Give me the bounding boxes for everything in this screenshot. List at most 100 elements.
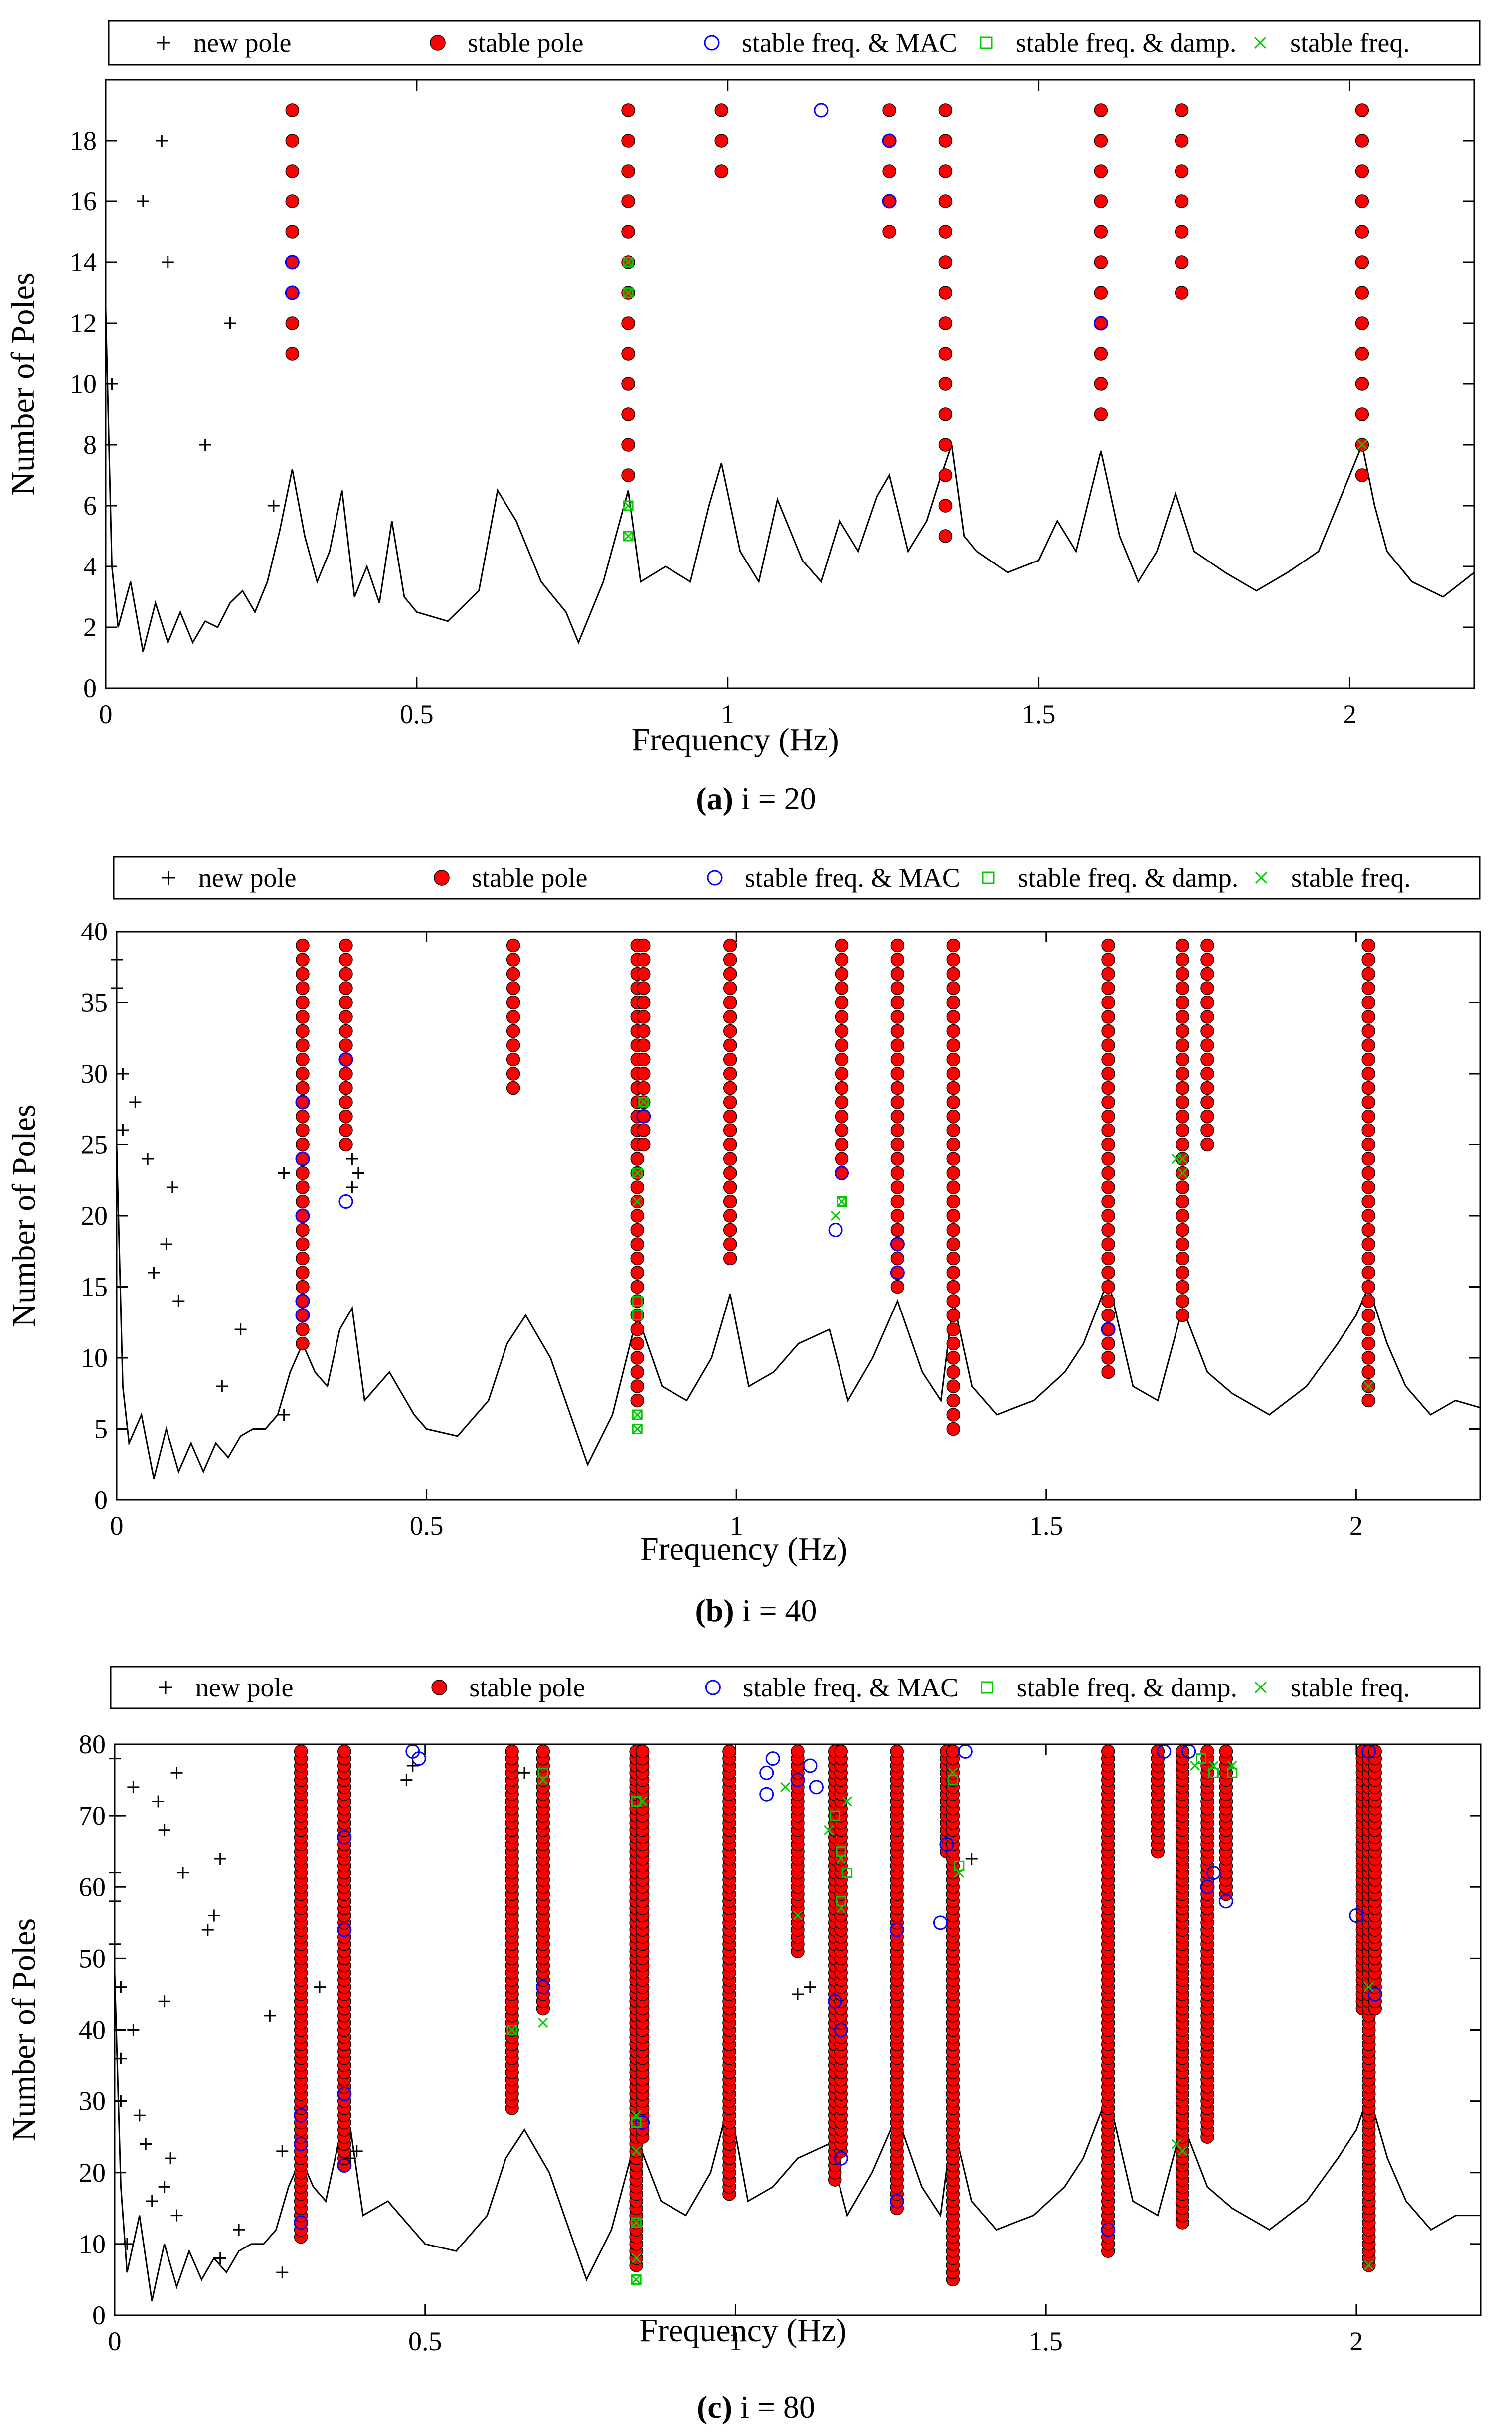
freq-pole: [623, 500, 634, 511]
stable-pole: [1361, 1109, 1375, 1123]
stable-pole: [621, 103, 635, 117]
stable-pole: [835, 1024, 849, 1038]
stable-pole: [630, 1152, 645, 1166]
new-pole: [267, 500, 280, 512]
stable-pole: [890, 1744, 904, 1759]
damp-pole: [631, 1796, 642, 1807]
stable-pole: [506, 1010, 520, 1024]
stable-pole: [1094, 407, 1108, 421]
stable-pole: [890, 1067, 905, 1081]
legend: new pole stable pole stable freq. & MAC sta…: [113, 856, 1481, 900]
freq-pole: [623, 531, 634, 542]
damp-pole: [830, 1810, 840, 1821]
freq-pole: [1363, 1982, 1374, 1992]
stable-pole: [1355, 134, 1369, 148]
new-poles: [106, 135, 280, 512]
stable-pole: [882, 225, 896, 239]
damp-pole: [836, 1846, 846, 1857]
stable-pole: [630, 1365, 645, 1379]
stable-pole: [938, 134, 953, 148]
legend-label-damp: stable freq. & damp.: [1016, 28, 1236, 58]
stable-pole: [946, 1024, 961, 1038]
stable-pole: [636, 1024, 651, 1038]
stable-pole: [946, 1180, 961, 1194]
freq-pole: [792, 1910, 803, 1921]
new-pole: [156, 135, 168, 147]
new-pole: [792, 1988, 804, 2000]
x-tick-label: 1.5: [1029, 1511, 1063, 1541]
freq-pole: [631, 2146, 642, 2156]
damp-poles: [632, 1097, 847, 1434]
stable-pole: [723, 1010, 737, 1024]
legend-square-icon: [982, 871, 995, 884]
stable-pole: [1361, 1081, 1375, 1095]
stable-pole: [296, 1010, 310, 1024]
legend-marker-mac: [707, 870, 723, 886]
new-pole: [208, 1909, 220, 1922]
stable-pole: [296, 1251, 310, 1266]
stable-pole: [1361, 938, 1375, 953]
stable-pole: [835, 953, 849, 967]
stable-pole: [1200, 1052, 1214, 1067]
stable-pole: [1101, 1266, 1115, 1280]
stable-pole: [296, 1194, 310, 1209]
new-pole: [314, 1981, 326, 1993]
new-pole: [158, 2181, 170, 2193]
stable-pole: [1361, 1123, 1375, 1137]
legend-label-mac: stable freq. & MAC: [743, 1673, 958, 1702]
freq-poles: [623, 257, 1367, 542]
stable-pole: [890, 938, 905, 953]
mac-pole: [933, 1915, 948, 1930]
mac-pole: [803, 1758, 818, 1773]
y-tick-label: 16: [70, 187, 97, 216]
stable-pole: [630, 1393, 645, 1408]
stable-pole: [1361, 1095, 1375, 1109]
new-pole: [199, 439, 211, 451]
stable-pole: [296, 1081, 310, 1095]
stable-pole: [1361, 1180, 1375, 1194]
stable-pole: [339, 995, 353, 1010]
y-tick-label: 10: [70, 369, 97, 399]
stable-pole: [835, 967, 849, 981]
mac-pole: [890, 1265, 905, 1280]
stable-pole: [1361, 1351, 1375, 1365]
legend-label-freq: stable freq.: [1290, 28, 1410, 58]
stable-pole: [296, 1067, 310, 1081]
stable-pole: [835, 1137, 849, 1152]
stable-pole: [636, 981, 651, 995]
stable-pole: [1101, 1251, 1115, 1266]
stable-pole: [835, 1010, 849, 1024]
new-pole: [158, 1824, 170, 1836]
stable-pole: [1101, 967, 1115, 981]
legend-cross-icon: [1254, 1681, 1267, 1694]
freq-pole: [837, 1196, 847, 1207]
stable-pole: [536, 1744, 550, 1759]
stable-pole: [1176, 1123, 1190, 1137]
stable-pole: [1101, 1209, 1115, 1223]
x-tick-label: 1: [721, 699, 734, 729]
legend-square-icon: [981, 1681, 994, 1694]
stable-pole: [1101, 1067, 1115, 1081]
mac-pole: [635, 2115, 650, 2130]
stable-pole: [890, 1194, 905, 1209]
stable-pole: [1200, 938, 1214, 953]
stable-pole: [946, 1223, 961, 1237]
stable-pole: [1101, 1237, 1115, 1251]
stable-pole: [1200, 1010, 1214, 1024]
new-pole: [406, 1759, 419, 1772]
mac-pole: [294, 2137, 309, 2151]
stable-pole: [890, 1052, 905, 1067]
mac-pole: [338, 1052, 353, 1067]
freq-pole: [1177, 1153, 1188, 1164]
freq-pole: [538, 2018, 548, 2028]
legend-ring-icon: [705, 1680, 721, 1695]
stable-pole: [285, 225, 300, 239]
stable-pole: [1200, 1095, 1214, 1109]
caption-c-text: i = 80: [732, 2389, 815, 2425]
stable-pole: [938, 316, 953, 330]
stable-pole: [890, 1152, 905, 1166]
stable-pole: [621, 438, 635, 452]
damp-pole: [631, 2117, 642, 2128]
new-pole: [142, 1153, 154, 1165]
freq-pole: [1363, 2260, 1374, 2270]
